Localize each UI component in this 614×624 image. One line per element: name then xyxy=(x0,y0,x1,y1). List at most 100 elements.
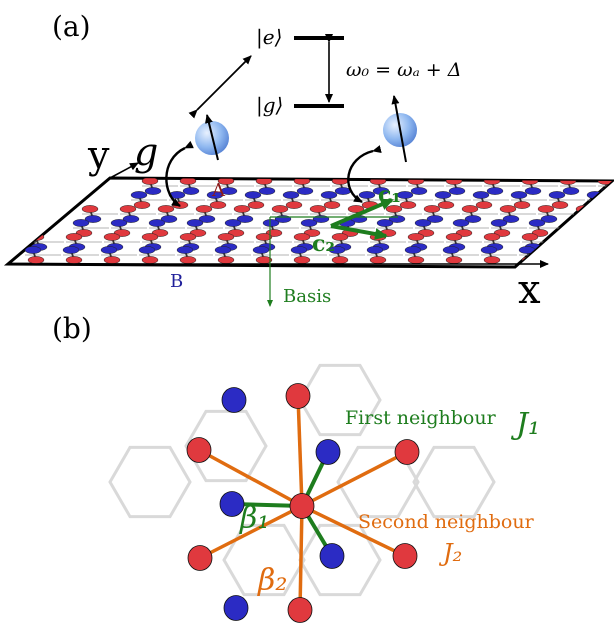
site-a xyxy=(323,201,341,209)
site-b xyxy=(319,543,345,569)
site-b xyxy=(138,246,156,254)
excitation-arrow xyxy=(188,55,252,119)
dipole-right xyxy=(391,95,407,163)
site-b xyxy=(452,219,470,227)
site-a xyxy=(209,201,227,209)
site-a xyxy=(597,178,612,185)
c2-vector xyxy=(330,224,388,240)
central-site xyxy=(289,493,315,519)
site-a xyxy=(187,545,213,571)
site-b-label: B xyxy=(170,271,183,292)
panel-b: (b) First neighbour J₁ Second neighbour … xyxy=(52,312,540,623)
frequency-equation: ω₀ = ωₐ + Δ xyxy=(346,59,461,81)
site-b xyxy=(540,215,558,223)
site-a xyxy=(309,205,327,213)
basis-label: Basis xyxy=(283,286,331,307)
site-b xyxy=(110,219,128,227)
site-b xyxy=(320,191,338,199)
site-b xyxy=(480,246,498,254)
site-a xyxy=(179,256,197,264)
site-a xyxy=(399,201,417,209)
site-b xyxy=(220,187,238,195)
site-b xyxy=(366,246,384,254)
site-b xyxy=(214,246,232,254)
site-a xyxy=(521,233,539,241)
site-a xyxy=(475,201,493,209)
site-a xyxy=(394,439,420,465)
site-b xyxy=(290,246,308,254)
y-axis-label: y xyxy=(87,133,110,177)
site-a xyxy=(559,178,577,185)
site-b xyxy=(528,219,546,227)
site-b xyxy=(464,215,482,223)
x-axis-label: x xyxy=(518,267,541,313)
site-b xyxy=(442,246,460,254)
site-b xyxy=(130,191,148,199)
hexagon-outline xyxy=(184,409,268,483)
coupling-arrow-right xyxy=(347,145,382,204)
site-a xyxy=(179,233,197,241)
site-a xyxy=(437,201,455,209)
site-a xyxy=(233,205,251,213)
y-axis-arrow xyxy=(109,162,139,179)
site-a xyxy=(287,597,313,623)
site-b xyxy=(524,187,542,195)
site-a xyxy=(255,233,273,241)
second-neighbour-bond xyxy=(198,448,303,508)
site-a xyxy=(347,205,365,213)
site-b xyxy=(490,219,508,227)
site-a xyxy=(285,201,303,209)
ground-state-ket: |g⟩ xyxy=(256,93,283,118)
second-neighbour-bond xyxy=(296,395,304,507)
energy-level-diagram: |e⟩ |g⟩ ω₀ = ωₐ + Δ xyxy=(256,25,461,118)
site-a xyxy=(285,383,311,409)
site-b xyxy=(376,219,394,227)
site-b xyxy=(426,215,444,223)
site-b xyxy=(122,215,140,223)
site-a xyxy=(445,256,463,264)
panel-b-label: (b) xyxy=(52,312,92,345)
panel-a: (a) |e⟩ |g⟩ ω₀ = ωₐ + Δ x y g A B c₁ xyxy=(3,10,614,313)
site-b xyxy=(315,439,341,465)
site-a xyxy=(195,205,213,213)
site-b xyxy=(486,187,504,195)
emitter-left xyxy=(165,55,252,208)
second-neighbour-bonds xyxy=(198,395,408,611)
dimer-bond xyxy=(574,222,579,234)
site-b xyxy=(258,187,276,195)
site-b xyxy=(144,187,162,195)
site-b xyxy=(206,191,224,199)
site-a xyxy=(293,256,311,264)
beta1-label: β₁ xyxy=(239,501,269,536)
site-b xyxy=(472,191,490,199)
site-a xyxy=(407,233,425,241)
site-b xyxy=(434,191,452,199)
dimer-bond xyxy=(583,208,588,220)
site-b xyxy=(244,191,262,199)
site-b xyxy=(182,187,200,195)
site-a xyxy=(293,233,311,241)
plane-lattice xyxy=(24,178,612,264)
hexagon-outline xyxy=(412,445,496,519)
site-b xyxy=(252,246,270,254)
site-a xyxy=(141,256,159,264)
site-b xyxy=(219,491,245,517)
site-a xyxy=(483,233,501,241)
site-b xyxy=(236,215,254,223)
site-a xyxy=(589,201,607,209)
site-b xyxy=(548,191,566,199)
site-a-label: A xyxy=(211,180,226,201)
site-b xyxy=(414,219,432,227)
basis-vectors: c₁ c₂ Basis xyxy=(267,182,401,307)
site-a xyxy=(133,201,151,209)
site-b xyxy=(72,219,90,227)
lattice-sites xyxy=(186,383,420,623)
site-b xyxy=(62,246,80,254)
site-b xyxy=(282,191,300,199)
site-b xyxy=(578,215,596,223)
site-a xyxy=(461,205,479,213)
site-a xyxy=(103,256,121,264)
site-a xyxy=(217,233,235,241)
c1-vector xyxy=(330,198,394,228)
site-b xyxy=(562,187,580,195)
